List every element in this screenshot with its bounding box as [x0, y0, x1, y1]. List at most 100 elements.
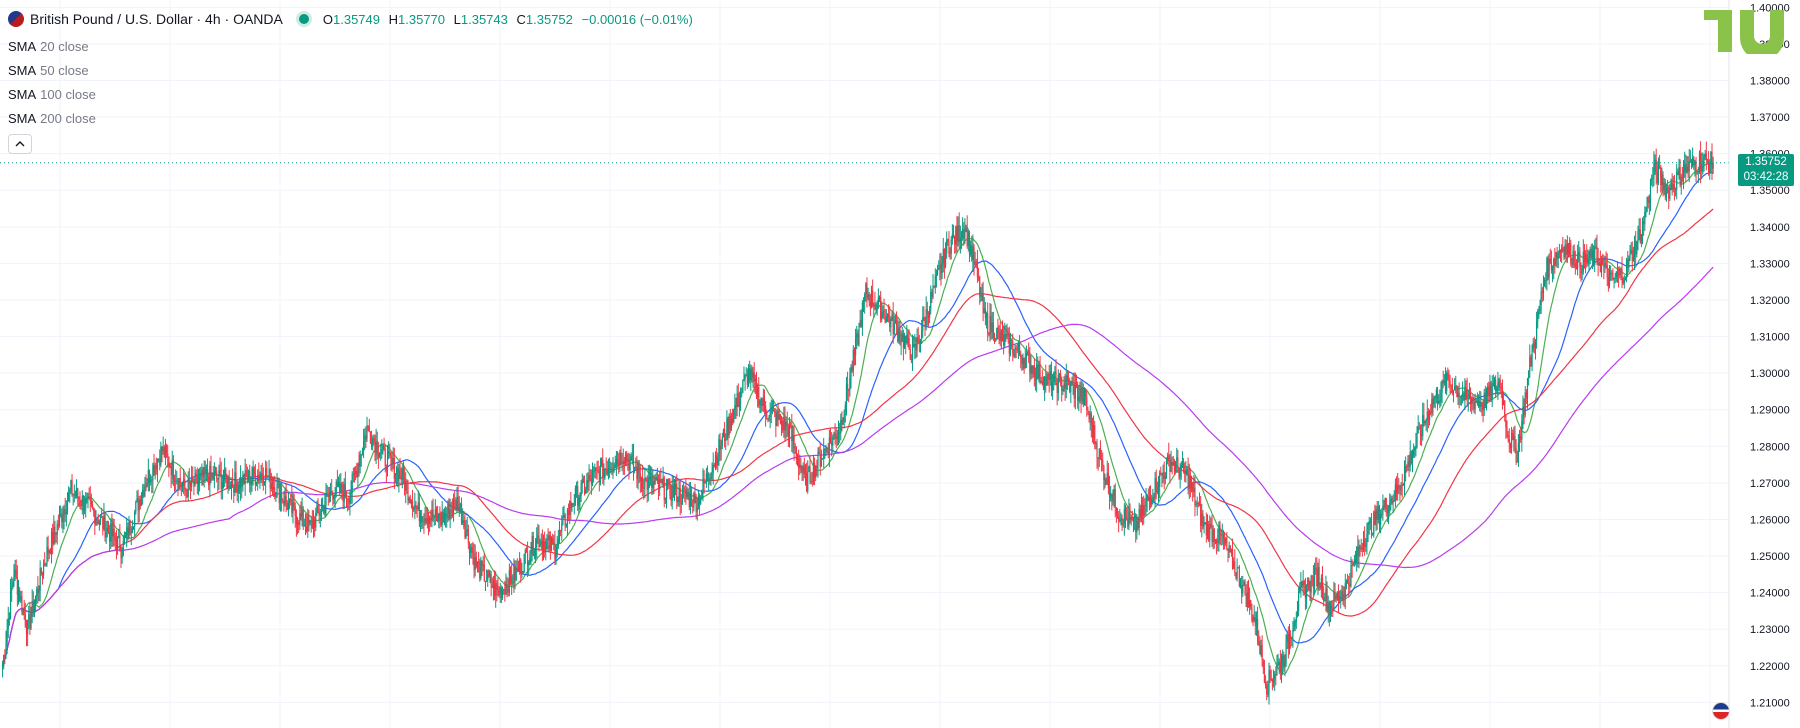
candle	[1513, 426, 1515, 452]
candle	[116, 536, 119, 555]
candle	[214, 466, 217, 474]
candle	[380, 443, 382, 461]
candle	[864, 292, 866, 314]
candle	[934, 268, 936, 294]
candle	[323, 504, 325, 515]
price-tick-label: 1.33000	[1750, 258, 1790, 270]
candle	[1033, 358, 1035, 387]
candle	[1665, 183, 1668, 202]
candle	[60, 505, 62, 518]
candle	[1533, 336, 1535, 354]
candle	[1349, 573, 1351, 593]
candle	[164, 438, 167, 466]
candle	[112, 518, 114, 547]
candle	[970, 240, 972, 257]
candle	[1161, 472, 1163, 488]
candle	[176, 470, 178, 485]
indicator-sma-20[interactable]: SMA 20 close	[8, 38, 89, 54]
us-flag-icon[interactable]	[1712, 702, 1730, 720]
candle	[409, 494, 411, 504]
candle	[1602, 253, 1604, 266]
candle	[1309, 580, 1311, 601]
candle	[1182, 457, 1185, 474]
candle	[1013, 348, 1015, 358]
candle	[589, 468, 591, 482]
candle	[1229, 545, 1231, 553]
candle	[938, 260, 940, 271]
candle	[1663, 177, 1665, 195]
candle	[178, 477, 180, 491]
candle	[93, 507, 95, 517]
candle	[1374, 504, 1376, 526]
candle	[525, 546, 528, 553]
candle	[539, 538, 541, 547]
candle	[1197, 501, 1199, 508]
candle	[1127, 506, 1129, 530]
candle	[1472, 394, 1474, 411]
candle	[393, 447, 395, 489]
candle	[459, 502, 461, 514]
candle	[1416, 425, 1418, 449]
candle	[509, 566, 512, 586]
indicator-sma-200[interactable]: SMA 200 close	[8, 110, 96, 126]
candle	[132, 526, 135, 530]
candle	[540, 533, 542, 550]
candle	[1034, 367, 1037, 391]
candle	[1583, 244, 1586, 269]
candle	[1293, 617, 1295, 632]
candle	[1659, 154, 1661, 170]
candle	[1438, 394, 1440, 405]
candle	[599, 457, 602, 486]
candle	[768, 414, 770, 422]
candle	[624, 451, 627, 466]
candle	[1709, 159, 1711, 180]
price-axis[interactable]: 1.400001.390001.380001.370001.360001.350…	[1750, 2, 1790, 709]
candle	[1174, 460, 1177, 473]
candle	[1192, 481, 1194, 502]
candle	[793, 425, 795, 461]
candle	[1413, 443, 1415, 459]
candle	[1373, 510, 1375, 538]
candle	[1325, 575, 1327, 612]
candle	[64, 497, 66, 522]
candle	[697, 489, 700, 510]
candle	[991, 311, 993, 340]
candle	[326, 485, 328, 497]
candle	[1376, 501, 1378, 530]
candle	[901, 327, 903, 342]
candle	[1179, 463, 1181, 489]
symbol-title[interactable]: British Pound / U.S. Dollar · 4h · OANDA	[30, 11, 283, 27]
candle	[1702, 152, 1704, 175]
candle	[1386, 504, 1389, 523]
candle	[1307, 577, 1309, 593]
candle	[13, 564, 15, 587]
candle	[874, 291, 876, 311]
candle	[1264, 675, 1267, 689]
candle	[337, 476, 340, 488]
collapse-legend-button[interactable]	[8, 134, 32, 154]
candle	[766, 409, 768, 420]
candle	[1331, 600, 1333, 617]
candle	[1170, 450, 1172, 472]
candle	[1133, 508, 1136, 531]
candle	[1566, 235, 1568, 263]
candle	[1088, 410, 1090, 423]
candle	[1071, 376, 1073, 386]
candle	[1244, 578, 1246, 596]
candle	[1554, 247, 1556, 274]
indicator-sma-100[interactable]: SMA 100 close	[8, 86, 96, 102]
candle	[5, 630, 7, 660]
candle	[1540, 283, 1542, 314]
candle	[546, 534, 548, 550]
candle	[1697, 166, 1699, 184]
candle	[1111, 493, 1113, 511]
candle	[444, 506, 447, 528]
candle	[602, 448, 604, 485]
indicator-sma-50[interactable]: SMA 50 close	[8, 62, 89, 78]
candle	[1407, 455, 1409, 471]
candle	[1176, 447, 1178, 473]
candle	[1394, 478, 1396, 507]
candle	[484, 580, 487, 592]
candle	[829, 428, 832, 444]
